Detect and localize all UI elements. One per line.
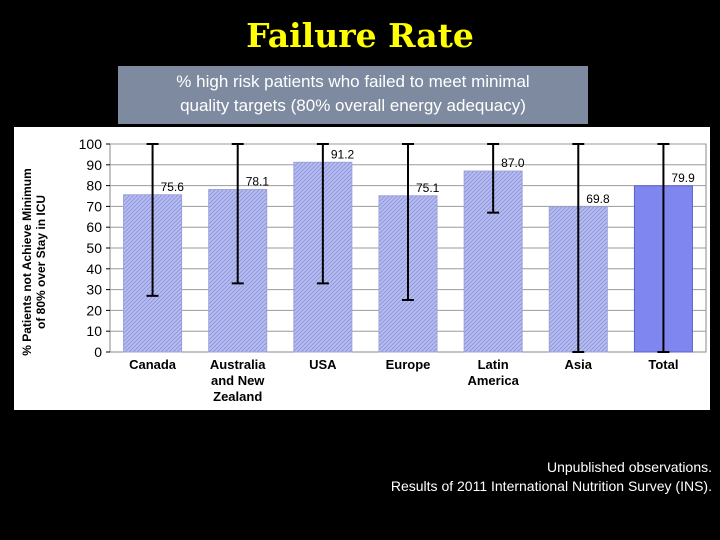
- error-bar-layer: [146, 143, 670, 353]
- y-tick-label: 20: [86, 302, 102, 318]
- y-axis-label-line-1: % Patients not Achieve Minimum: [20, 168, 34, 356]
- y-tick-label: 90: [86, 157, 102, 173]
- x-tick-label: Total: [648, 357, 678, 372]
- subtitle-box: % high risk patients who failed to meet …: [118, 66, 588, 124]
- x-tick-label: America: [467, 373, 519, 388]
- y-tick-label: 40: [86, 261, 102, 277]
- x-tick-label: Canada: [129, 357, 177, 372]
- data-label: 91.2: [331, 147, 355, 161]
- x-tick-label: and New: [211, 373, 265, 388]
- y-tick-label: 60: [86, 219, 102, 235]
- y-tick-label: 100: [79, 136, 103, 152]
- label-layer: 0 10 20 30 40 50 60 70 80 90 100 75.6 Canada 78.1 Aust…: [79, 136, 695, 404]
- data-label: 79.9: [671, 171, 695, 185]
- data-label: 78.1: [246, 175, 270, 189]
- data-label: 87.0: [501, 156, 525, 170]
- x-tick-label: Latin: [478, 357, 509, 372]
- y-tick-label: 70: [86, 198, 102, 214]
- data-label: 69.8: [586, 192, 610, 206]
- x-tick-label: USA: [309, 357, 337, 372]
- chart-panel: 0 10 20 30 40 50 60 70 80 90 100 75.6 Canada 78.1 Aust…: [14, 127, 710, 410]
- data-label: 75.1: [416, 181, 440, 195]
- source-footnote: Unpublished observations. Results of 201…: [391, 458, 712, 496]
- footnote-line-2: Results of 2011 International Nutrition …: [390, 478, 712, 494]
- data-label: 75.6: [161, 180, 185, 194]
- y-tick-label: 50: [86, 240, 102, 256]
- subtitle-line-1: % high risk patients who failed to meet …: [176, 72, 530, 91]
- y-tick-label: 30: [86, 282, 102, 298]
- y-tick-label: 10: [86, 323, 102, 339]
- x-tick-label: Zealand: [213, 389, 262, 404]
- slide-title: Failure Rate: [246, 16, 474, 55]
- y-tick-label: 0: [94, 344, 102, 360]
- bar-chart: 0 10 20 30 40 50 60 70 80 90 100 75.6 Canada 78.1 Aust…: [20, 136, 707, 404]
- subtitle-line-2: quality targets (80% overall energy adeq…: [180, 96, 526, 115]
- y-axis-label-line-2: of 80% over Stay in ICU: [34, 195, 48, 329]
- x-tick-label: Australia: [210, 357, 266, 372]
- y-tick-label: 80: [86, 178, 102, 194]
- x-tick-label: Europe: [386, 357, 431, 372]
- x-tick-label: Asia: [565, 357, 593, 372]
- footnote-line-1: Unpublished observations.: [547, 459, 712, 475]
